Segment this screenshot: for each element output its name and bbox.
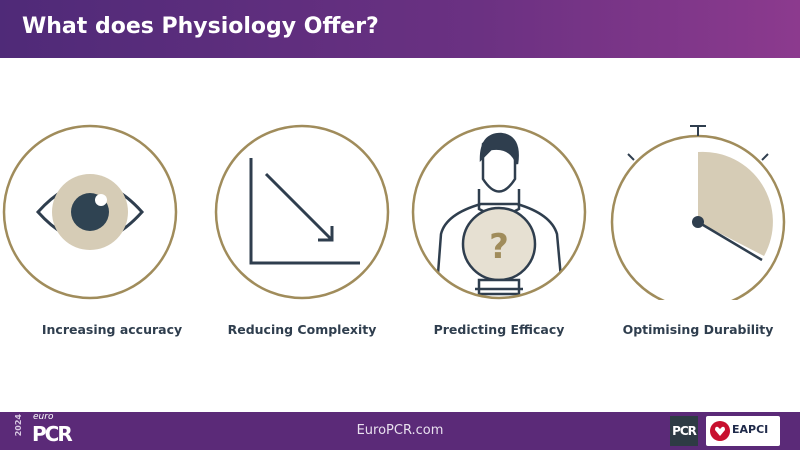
logo-euro: euro xyxy=(33,412,54,422)
label-optimising-durability: Optimising Durability xyxy=(622,322,774,337)
footer-url[interactable]: EuroPCR.com xyxy=(356,423,444,438)
pcr-badge: PCR xyxy=(670,416,698,446)
title-bar: What does Physiology Offer? xyxy=(0,0,800,58)
eapci-logo: EAPCI xyxy=(706,416,780,446)
efficacy-panel: ? xyxy=(411,124,587,300)
logo-year: 2024 xyxy=(14,414,23,437)
svg-text:?: ? xyxy=(489,227,509,267)
label-increasing-accuracy: Increasing accuracy xyxy=(41,322,183,337)
page-title: What does Physiology Offer? xyxy=(22,14,379,39)
complexity-panel xyxy=(214,124,390,300)
eye-icon xyxy=(2,124,178,300)
durability-panel xyxy=(610,124,786,300)
label-predicting-efficacy: Predicting Efficacy xyxy=(433,322,565,337)
eye-panel xyxy=(2,124,178,300)
trend-down-icon xyxy=(214,124,390,300)
eapci-text: EAPCI xyxy=(732,423,769,436)
doctor-crystal-ball-icon: ? xyxy=(411,124,587,300)
stopwatch-icon xyxy=(610,125,786,300)
footer: EuroPCR.com xyxy=(0,412,800,450)
europcr-logo: PCR xyxy=(32,422,73,446)
label-reducing-complexity: Reducing Complexity xyxy=(227,322,377,337)
heart-icon xyxy=(710,421,730,441)
